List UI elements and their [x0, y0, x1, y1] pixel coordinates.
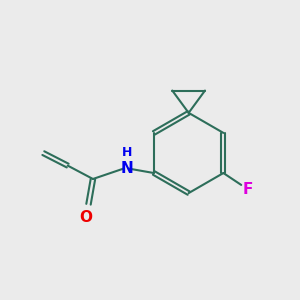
Text: H: H: [122, 146, 132, 159]
Text: O: O: [80, 210, 93, 225]
Text: F: F: [243, 182, 253, 197]
Text: N: N: [121, 161, 134, 176]
